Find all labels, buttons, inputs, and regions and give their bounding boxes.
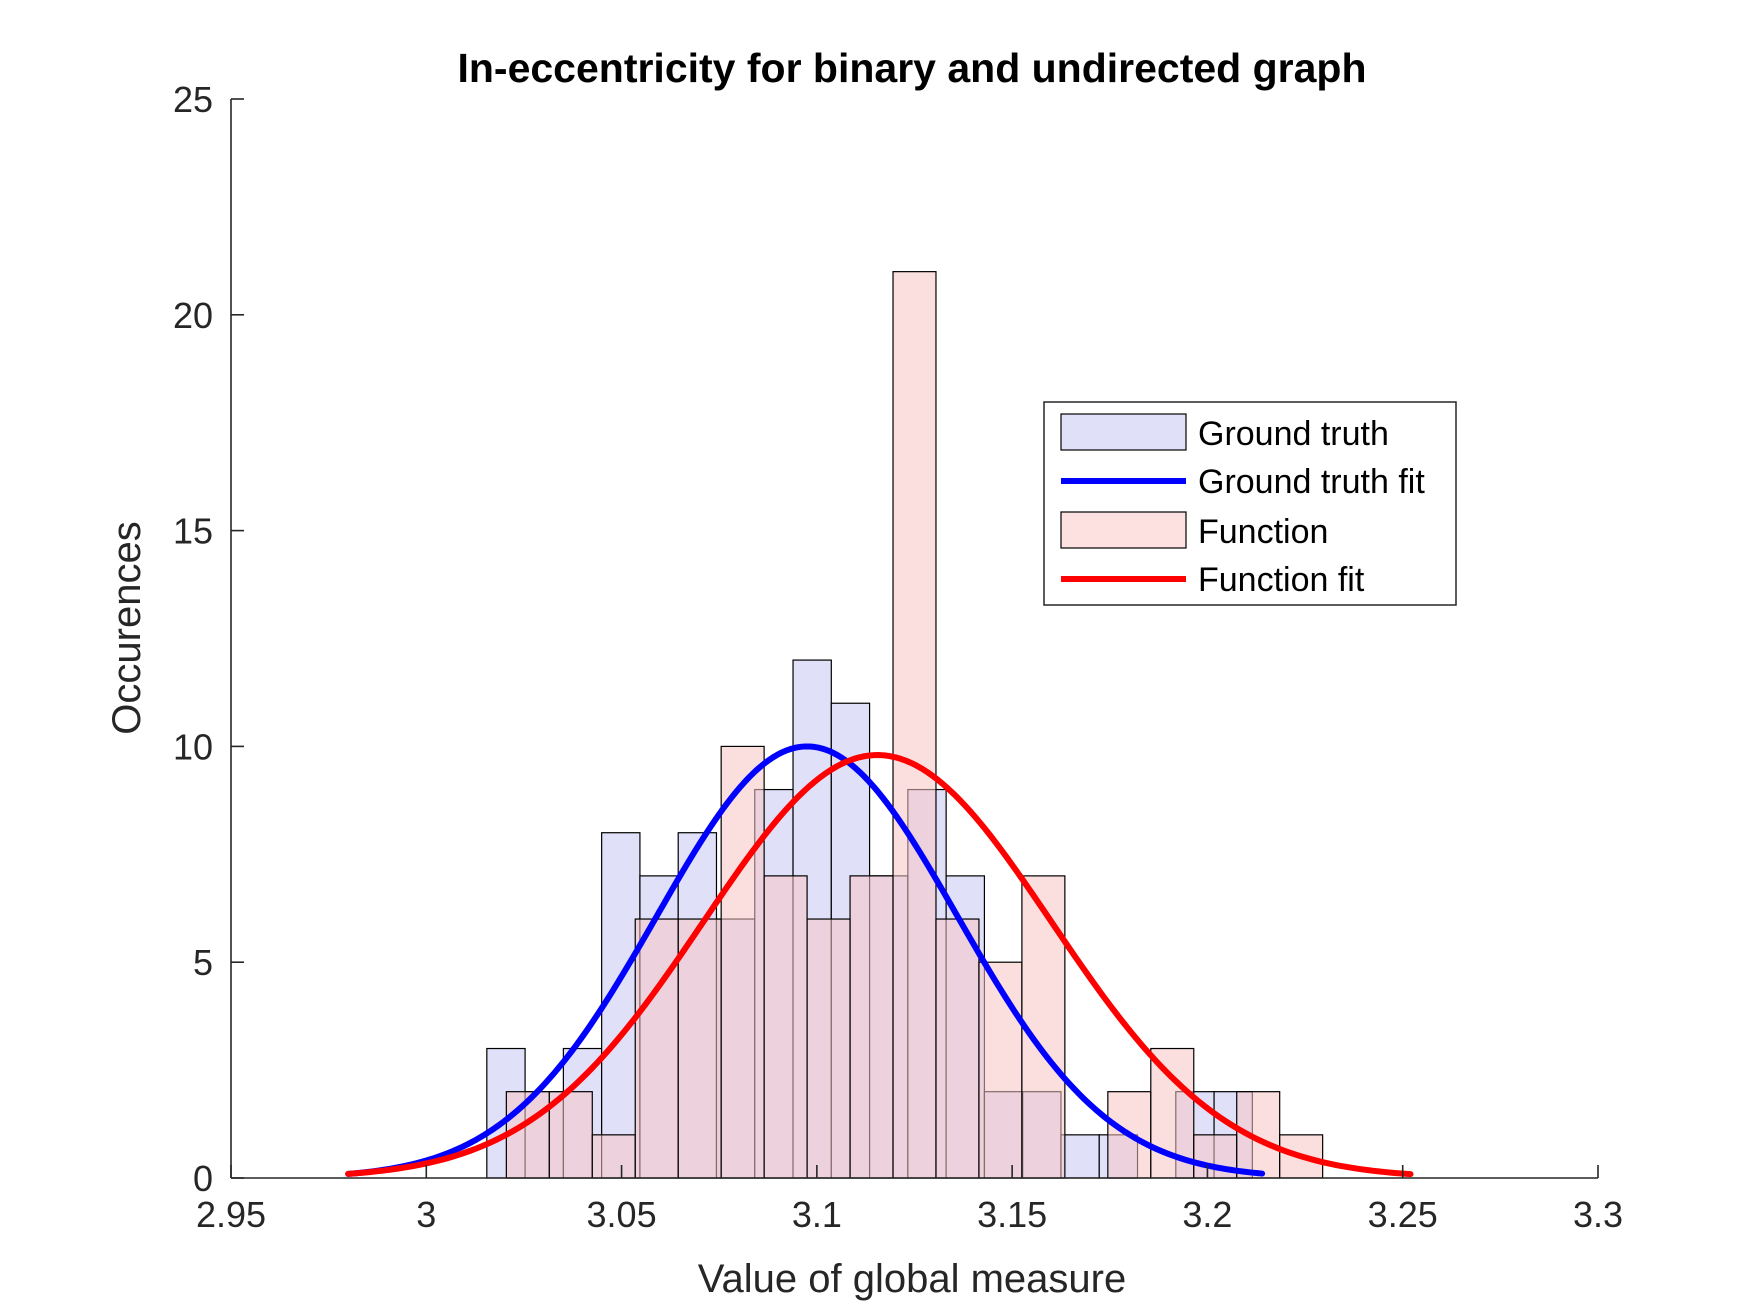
function-bar [720, 745, 765, 1179]
ground-truth-fit-line [345, 743, 1266, 1177]
function-bar [892, 271, 937, 1179]
function-bar [763, 875, 808, 1179]
function-bar [806, 918, 851, 1179]
y-tick-label: 20 [173, 295, 213, 336]
y-tick-label: 25 [173, 79, 213, 120]
legend: Ground truth Ground truth fit Function F… [1043, 401, 1457, 606]
function-fit-line [345, 752, 1414, 1178]
x-tick-label: 3.25 [1368, 1194, 1438, 1235]
y-axis-label: Occurences [105, 521, 149, 734]
y-tick-label: 5 [193, 942, 213, 983]
y-tick-label: 15 [173, 511, 213, 552]
ground-truth-bar [601, 832, 641, 1179]
function-bar [677, 918, 722, 1179]
legend-ground-truth-swatch [1060, 413, 1187, 451]
legend-function-label: Function [1198, 513, 1328, 551]
function-bar [591, 1134, 636, 1179]
x-tick-label: 3.05 [587, 1194, 657, 1235]
function-bar [978, 961, 1023, 1179]
x-tick-label: 3.1 [792, 1194, 842, 1235]
function-bar [849, 875, 894, 1179]
x-tick-label: 2.95 [196, 1194, 266, 1235]
legend-ground-truth-fit-label: Ground truth fit [1198, 463, 1425, 501]
x-axis-label: Value of global measure [698, 1257, 1126, 1301]
legend-function-swatch [1060, 511, 1187, 549]
ground-truth-bar [1060, 1134, 1100, 1179]
legend-function-fit-label: Function fit [1198, 561, 1365, 599]
y-tick-label: 0 [193, 1158, 213, 1199]
function-bars [505, 271, 1324, 1179]
chart-title: In-eccentricity for binary and undirecte… [457, 45, 1366, 91]
fit-curves [345, 743, 1414, 1178]
function-bar [634, 918, 679, 1179]
x-tick-label: 3 [416, 1194, 436, 1235]
x-tick-label: 3.3 [1573, 1194, 1623, 1235]
axes: 2.95 3 3.05 3.1 3.15 3.2 3.25 3.3 0 5 10 15 20 25 [173, 79, 1623, 1235]
y-tick-label: 10 [173, 726, 213, 767]
x-tick-label: 3.2 [1182, 1194, 1232, 1235]
function-bar [935, 918, 980, 1179]
x-tick-label: 3.15 [977, 1194, 1047, 1235]
legend-ground-truth-label: Ground truth [1198, 415, 1389, 453]
